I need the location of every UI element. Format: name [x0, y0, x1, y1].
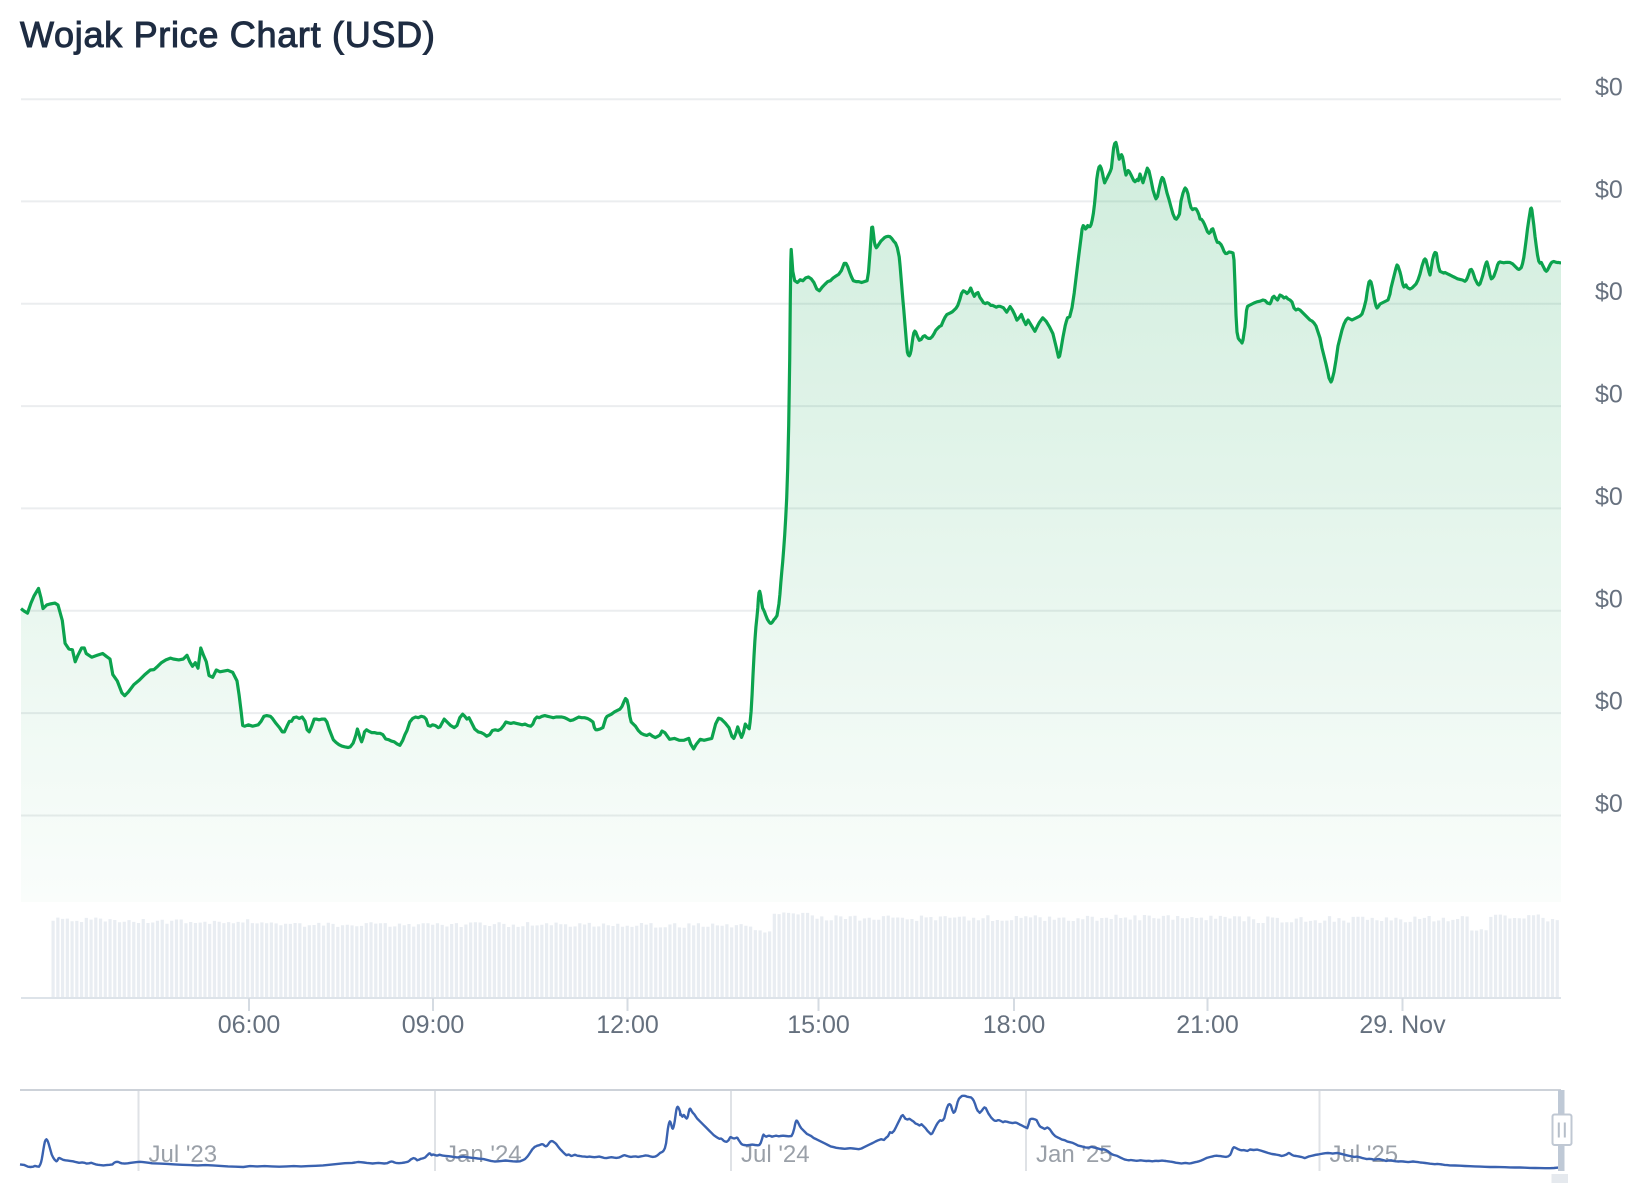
svg-text:$0: $0 [1595, 278, 1623, 306]
svg-text:Jan '25: Jan '25 [1036, 1141, 1113, 1168]
svg-text:21:00: 21:00 [1176, 1011, 1239, 1039]
svg-text:12:00: 12:00 [596, 1011, 659, 1039]
svg-text:$0: $0 [1595, 381, 1623, 409]
svg-text:29. Nov: 29. Nov [1359, 1011, 1446, 1039]
svg-text:15:00: 15:00 [787, 1011, 850, 1039]
svg-text:$0: $0 [1595, 688, 1623, 716]
svg-text:$0: $0 [1595, 585, 1623, 613]
svg-text:18:00: 18:00 [983, 1011, 1046, 1039]
svg-text:09:00: 09:00 [402, 1011, 465, 1039]
svg-text:$0: $0 [1595, 790, 1623, 818]
svg-text:$0: $0 [1595, 483, 1623, 511]
svg-text:$0: $0 [1595, 74, 1623, 102]
svg-text:Wojak Price Chart (USD): Wojak Price Chart (USD) [20, 14, 436, 55]
svg-text:$0: $0 [1595, 176, 1623, 204]
svg-text:06:00: 06:00 [218, 1011, 281, 1039]
svg-text:Jan '24: Jan '24 [445, 1141, 522, 1168]
